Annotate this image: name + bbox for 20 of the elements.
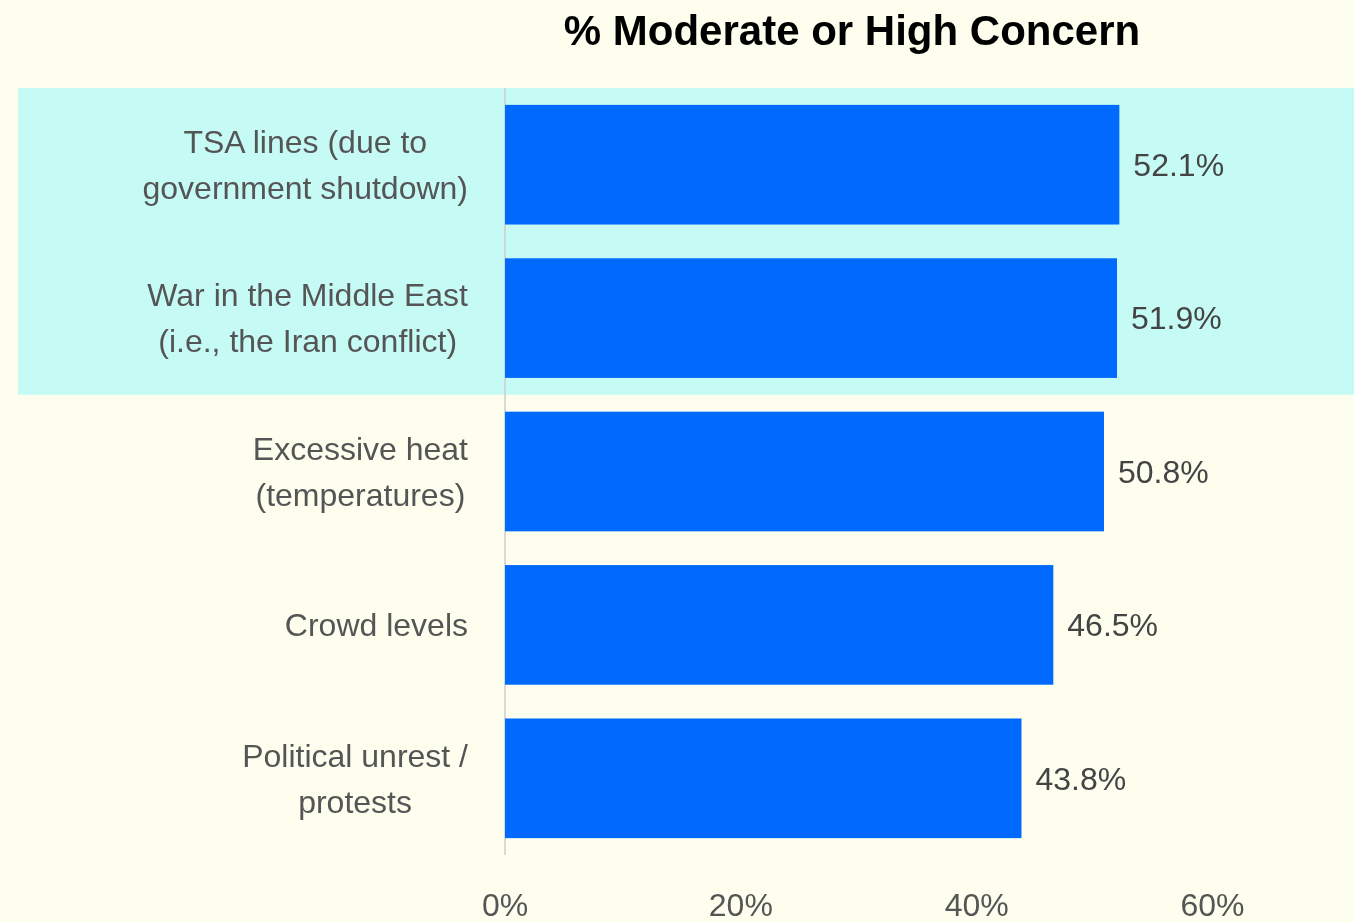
bar <box>505 565 1054 685</box>
data-label: 46.5% <box>1067 607 1159 644</box>
data-label: 52.1% <box>1133 146 1225 183</box>
y-tick-label: Excessive heat (temperatures) <box>252 430 469 513</box>
chart-title: % Moderate or High Concern <box>563 6 1141 54</box>
y-tick-label: Political unrest / protests <box>242 737 469 820</box>
bar <box>505 411 1105 532</box>
data-label: 43.8% <box>1035 760 1127 797</box>
bar <box>505 104 1120 225</box>
y-tick-label: Crowd levels <box>284 607 468 644</box>
data-label: 50.8% <box>1118 453 1209 490</box>
x-tick-label: 20% <box>708 887 773 922</box>
bar <box>505 258 1117 378</box>
y-tick-label: War in the Middle East (i.e., the Iran conflict) <box>147 277 469 360</box>
x-tick-label: 40% <box>944 887 1009 922</box>
y-tick-label: TSA lines (due to government shutdown) <box>142 123 468 206</box>
bar <box>505 718 1022 839</box>
x-tick-label: 60% <box>1180 887 1245 922</box>
data-label: 51.9% <box>1130 300 1222 337</box>
x-tick-label: 0% <box>481 887 529 922</box>
